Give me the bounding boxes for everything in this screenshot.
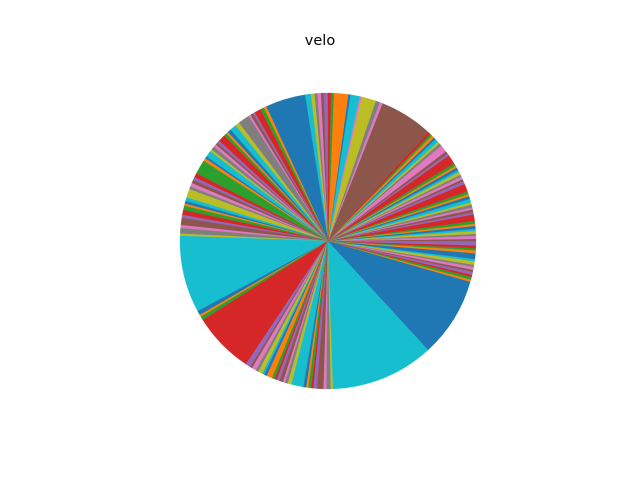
pie-slice-76 (327, 240, 471, 351)
pie-slice-139 (327, 92, 332, 242)
pie-slices (179, 92, 477, 390)
chart-title: velo (304, 33, 336, 49)
pie-slice-75 (327, 240, 429, 390)
